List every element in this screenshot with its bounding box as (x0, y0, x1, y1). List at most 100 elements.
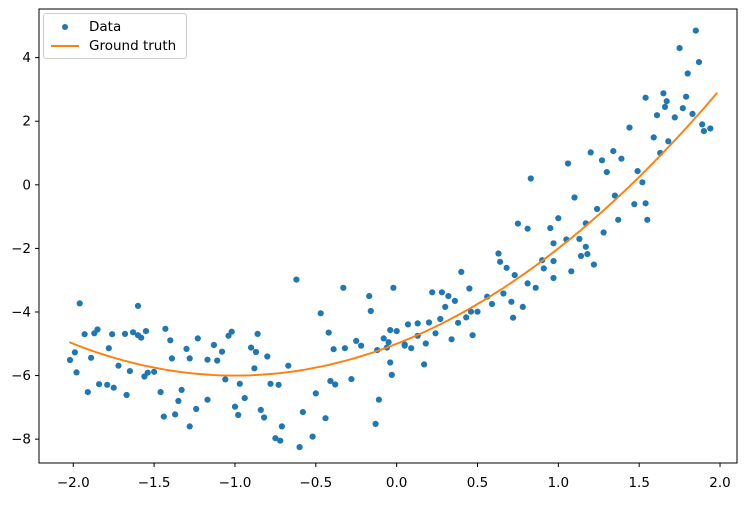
scatter-point (186, 355, 193, 362)
scatter-point (683, 93, 690, 100)
scatter-point (695, 59, 703, 66)
scatter-point (142, 328, 150, 335)
scatter-point (422, 340, 429, 347)
scatter-point (700, 128, 708, 135)
scatter-point (571, 194, 578, 201)
scatter-point (661, 103, 669, 110)
scatter-point (404, 321, 412, 328)
scatter-point (167, 337, 174, 344)
scatter-point (309, 433, 316, 440)
scatter-point (631, 201, 638, 208)
scatter-point (634, 168, 641, 175)
line-marker-icon (51, 44, 79, 47)
scatter-point (385, 339, 392, 346)
scatter-point (458, 268, 465, 275)
scatter-point (178, 386, 185, 393)
scatter-point (503, 264, 510, 271)
scatter-point (429, 289, 436, 296)
scatter-point (432, 330, 439, 337)
scatter-point (157, 389, 164, 396)
x-tick-label: 0.0 (386, 475, 407, 491)
scatter-point (340, 284, 347, 291)
scatter-point (387, 327, 394, 334)
scatter-point (594, 205, 601, 213)
scatter-point (676, 45, 683, 52)
scatter-point (469, 332, 476, 339)
scatter-point (679, 105, 686, 112)
scatter-point (467, 308, 475, 315)
scatter-point (144, 369, 151, 376)
scatter-point (218, 348, 226, 355)
scatter-point (366, 293, 373, 300)
scatter-point (610, 148, 617, 155)
scatter-point (175, 397, 182, 405)
x-tick-label: −0.5 (299, 475, 332, 491)
scatter-point (532, 284, 539, 291)
scatter-point (611, 192, 619, 199)
y-tick-label: −2 (11, 241, 31, 257)
scatter-point (121, 330, 129, 337)
scatter-point (393, 328, 400, 335)
scatter-point (372, 420, 379, 427)
scatter-point (126, 368, 133, 375)
legend-item-label: Data (89, 19, 122, 36)
scatter-point (665, 138, 672, 145)
legend-handle (50, 44, 80, 47)
scatter-point (130, 329, 137, 336)
scatter-point (251, 365, 258, 372)
scatter-point (168, 355, 175, 362)
scatter-point (241, 395, 248, 402)
scatter-point (689, 110, 696, 117)
scatter-point (123, 391, 130, 399)
scatter-point (272, 435, 279, 442)
scatter-point (408, 345, 415, 352)
x-tick-label: 2.0 (709, 475, 730, 491)
x-tick-label: 0.5 (467, 475, 488, 491)
scatter-point (71, 349, 78, 356)
y-tick-label: 2 (22, 114, 31, 130)
scatter-point (257, 406, 264, 413)
scatter-point (204, 396, 211, 403)
scatter-point (193, 405, 200, 413)
scatter-point (235, 411, 242, 419)
scatter-point (707, 125, 714, 132)
scatter-point (293, 276, 300, 283)
scatter-point (514, 220, 522, 227)
scatter-point (642, 200, 649, 207)
scatter-point (524, 280, 531, 287)
scatter-point (312, 390, 319, 397)
scatter-point (550, 258, 557, 265)
scatter-point (445, 293, 452, 300)
scatter-point (214, 357, 221, 364)
scatter-point (699, 121, 706, 128)
legend-item-ground-truth: Ground truth (50, 37, 180, 56)
scatter-point (618, 155, 625, 162)
scatter-point (463, 314, 470, 321)
scatter-point (322, 415, 329, 422)
scatter-point (527, 175, 534, 182)
legend-handle (50, 24, 80, 31)
scatter-point (474, 308, 481, 315)
scatter-point (267, 380, 274, 387)
scatter-point (577, 252, 585, 260)
y-tick-label: 0 (22, 177, 31, 193)
scatter-marker-icon (62, 24, 68, 31)
scatter-point (172, 411, 179, 418)
scatter-point (524, 225, 531, 232)
scatter-point (540, 265, 547, 272)
scatter-point (84, 389, 91, 396)
scatter-point (639, 179, 646, 186)
y-tick-label: −8 (11, 432, 31, 448)
scatter-point (194, 335, 201, 342)
scatter-point (358, 342, 365, 349)
scatter-point (568, 268, 575, 275)
scatter-point (160, 413, 167, 420)
scatter-point (387, 359, 394, 366)
legend-item-label: Ground truth (89, 37, 177, 54)
scatter-point (626, 124, 633, 131)
scatter-point (576, 235, 583, 242)
x-tick-label: −1.5 (138, 475, 171, 491)
scatter-point (222, 376, 229, 383)
